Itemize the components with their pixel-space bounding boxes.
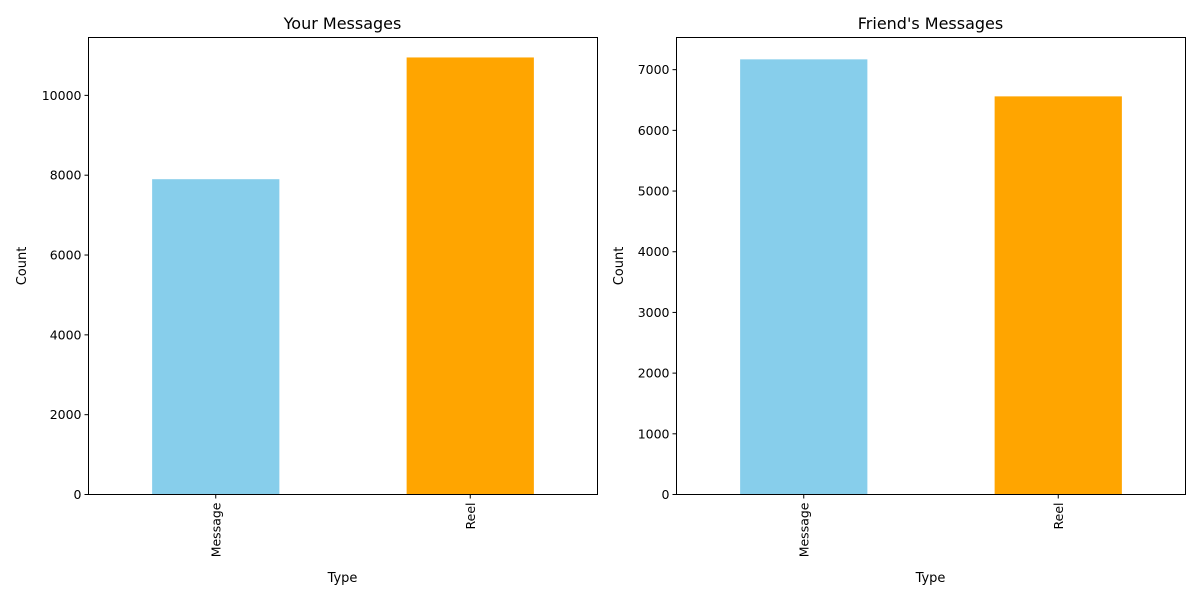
bars [152,57,534,495]
y-tick-label: 6000 [638,123,670,138]
y-tick-label: 3000 [638,305,670,320]
y-tick-label: 6000 [50,248,82,263]
chart-friends-messages: Friend's Messages 0 1000 2000 3000 4000 5000 6… [612,14,1186,586]
y-tick-label: 0 [74,487,82,502]
y-tick-label: 1000 [638,426,670,441]
bar-reel [406,57,534,495]
y-axis-label: Count [612,247,627,286]
x-axis-label: Type [915,571,946,586]
bar-message [740,59,868,495]
x-tick-label: Reel [463,503,478,530]
y-tick-label: 5000 [638,184,670,199]
chart-title: Friend's Messages [858,14,1003,33]
y-tick-label: 4000 [638,244,670,259]
x-tick-label: Message [208,502,223,557]
y-tick-label: 2000 [638,366,670,381]
plot-frame [676,37,1186,495]
y-tick-label: 8000 [50,168,82,183]
y-axis-ticks: 0 1000 2000 3000 4000 5000 6000 7000 [638,62,677,502]
y-tick-label: 4000 [50,327,82,342]
x-axis-ticks: Message Reel [208,494,478,557]
chart-title: Your Messages [283,14,402,33]
y-tick-label: 7000 [638,62,670,77]
bars [740,59,1122,495]
x-axis-ticks: Message Reel [796,494,1066,557]
y-tick-label: 2000 [50,407,82,422]
y-tick-label: 10000 [42,88,82,103]
x-tick-label: Message [796,502,811,557]
chart-your-messages: Your Messages 0 2000 4000 6000 8000 10000 Mes… [15,14,598,586]
bar-reel [994,96,1122,495]
x-axis-label: Type [327,571,358,586]
y-axis-label: Count [15,247,30,286]
bar-message [152,179,280,495]
x-tick-label: Reel [1051,503,1066,530]
plot-frame [88,37,598,495]
y-tick-label: 0 [662,487,670,502]
y-axis-ticks: 0 2000 4000 6000 8000 10000 [42,88,89,502]
